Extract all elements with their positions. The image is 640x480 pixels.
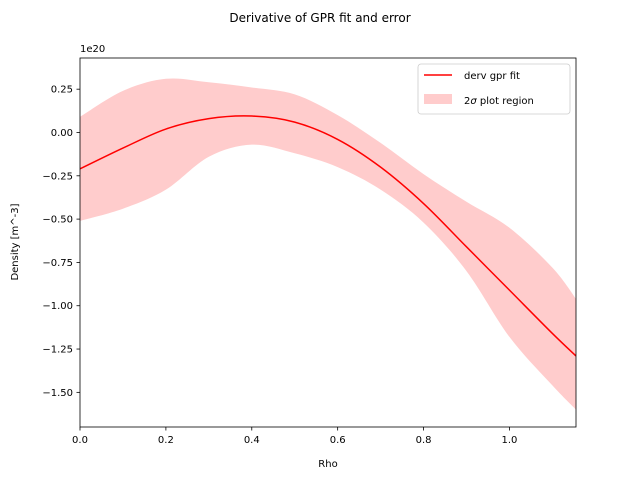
x-tick-label: 0.0 [72, 435, 88, 446]
fit-line [80, 115, 576, 357]
y-axis: 0.25 0.00 −0.25 −0.50 −0.75 −1.00 −1.25 −1.50 [42, 85, 80, 399]
chart-title: Derivative of GPR fit and error [229, 11, 410, 25]
plot-frame [79, 57, 577, 428]
confidence-band [80, 78, 576, 410]
legend: derv gpr fit 2σ plot region [417, 63, 571, 115]
x-axis-label: Rho [318, 459, 337, 470]
y-tick-label: −1.00 [42, 301, 73, 312]
legend-label-band: 2σ plot region [464, 96, 534, 107]
y-tick-label: −1.25 [42, 345, 73, 356]
plot-area [80, 78, 576, 410]
legend-band-swatch [424, 94, 452, 104]
legend-label-fit: derv gpr fit [464, 71, 520, 82]
x-tick-label: 1.0 [501, 435, 517, 446]
y-tick-label: 0.00 [51, 128, 73, 139]
y-tick-label: 0.25 [51, 85, 73, 96]
y-tick-label: −0.75 [42, 258, 73, 269]
x-tick-label: 0.2 [158, 435, 174, 446]
y-axis-label: Density [m^-3] [10, 203, 21, 280]
x-axis: 0.0 0.2 0.4 0.6 0.8 1.0 [72, 427, 517, 446]
y-tick-label: −1.50 [42, 388, 73, 399]
x-tick-label: 0.4 [244, 435, 260, 446]
y-tick-label: −0.25 [42, 171, 73, 182]
x-tick-label: 0.6 [330, 435, 346, 446]
legend-frame [417, 63, 571, 115]
y-tick-label: −0.50 [42, 215, 73, 226]
x-tick-label: 0.8 [416, 435, 432, 446]
y-offset-text: 1e20 [80, 44, 105, 55]
